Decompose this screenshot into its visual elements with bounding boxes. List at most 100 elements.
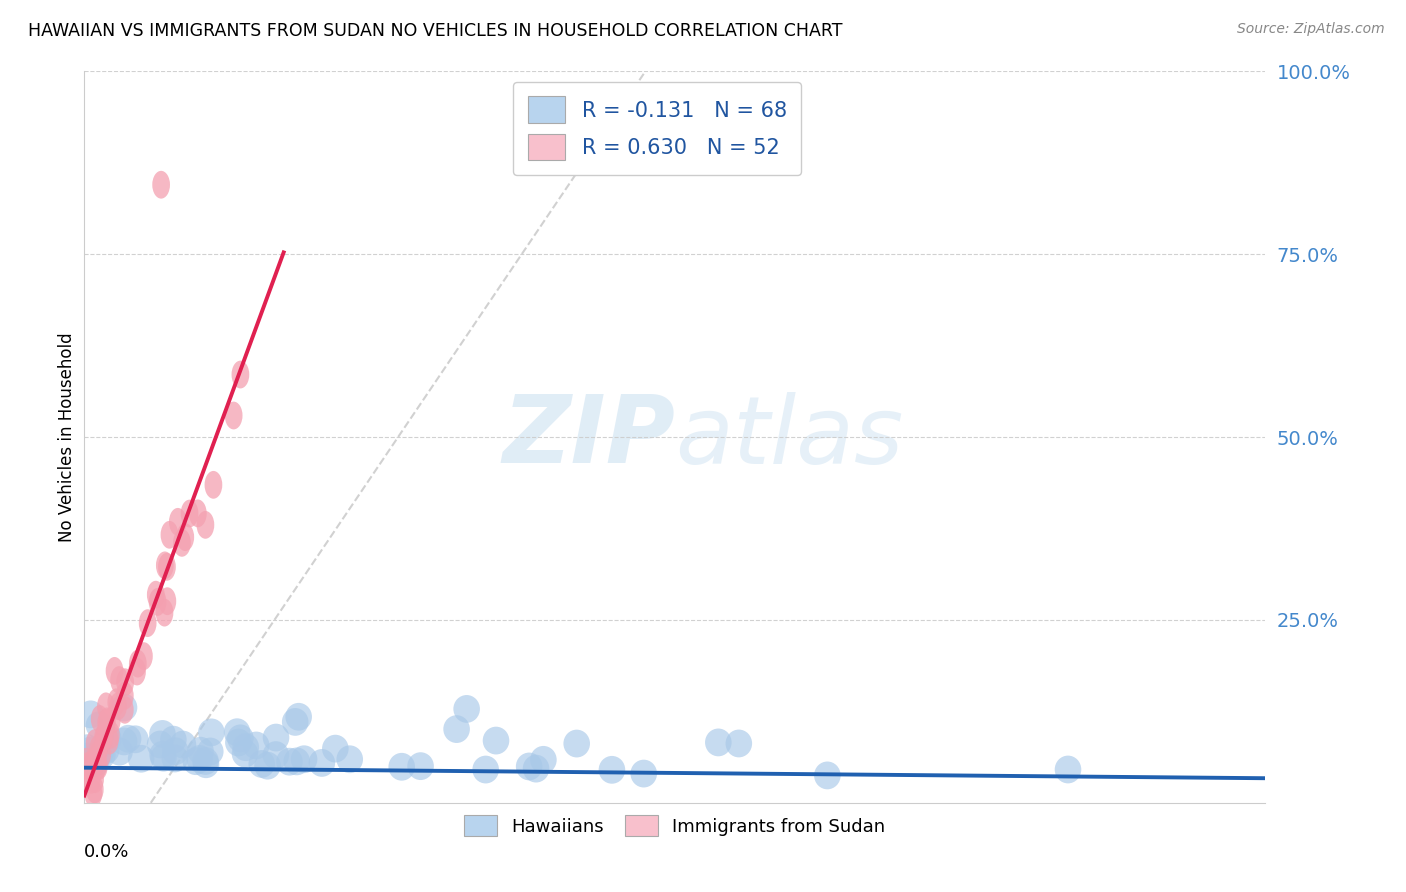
Y-axis label: No Vehicles in Household: No Vehicles in Household: [58, 332, 76, 542]
Ellipse shape: [308, 749, 335, 777]
Ellipse shape: [103, 721, 120, 748]
Ellipse shape: [157, 553, 176, 581]
Ellipse shape: [173, 529, 191, 557]
Ellipse shape: [443, 715, 470, 743]
Ellipse shape: [322, 735, 349, 763]
Ellipse shape: [128, 745, 155, 772]
Ellipse shape: [97, 709, 115, 738]
Ellipse shape: [77, 747, 94, 776]
Ellipse shape: [84, 780, 103, 807]
Ellipse shape: [254, 752, 281, 780]
Ellipse shape: [232, 360, 249, 388]
Ellipse shape: [84, 748, 101, 777]
Ellipse shape: [76, 747, 103, 774]
Ellipse shape: [188, 500, 207, 527]
Ellipse shape: [149, 741, 176, 769]
Ellipse shape: [83, 742, 110, 770]
Ellipse shape: [105, 657, 124, 685]
Ellipse shape: [249, 750, 276, 778]
Ellipse shape: [111, 728, 138, 756]
Ellipse shape: [725, 730, 752, 757]
Ellipse shape: [75, 743, 101, 771]
Ellipse shape: [89, 747, 105, 774]
Ellipse shape: [149, 720, 176, 747]
Ellipse shape: [276, 747, 302, 775]
Ellipse shape: [193, 750, 219, 778]
Ellipse shape: [91, 705, 108, 733]
Ellipse shape: [89, 752, 107, 780]
Ellipse shape: [516, 753, 543, 780]
Ellipse shape: [197, 511, 214, 539]
Ellipse shape: [564, 730, 591, 757]
Ellipse shape: [110, 692, 127, 720]
Ellipse shape: [225, 401, 242, 429]
Ellipse shape: [232, 739, 259, 767]
Ellipse shape: [122, 725, 149, 753]
Ellipse shape: [169, 508, 187, 536]
Ellipse shape: [181, 500, 198, 527]
Ellipse shape: [97, 692, 115, 720]
Ellipse shape: [263, 741, 290, 769]
Ellipse shape: [482, 727, 509, 755]
Ellipse shape: [162, 738, 188, 765]
Ellipse shape: [243, 731, 270, 759]
Ellipse shape: [204, 471, 222, 499]
Ellipse shape: [117, 668, 134, 696]
Ellipse shape: [198, 718, 225, 747]
Text: Source: ZipAtlas.com: Source: ZipAtlas.com: [1237, 22, 1385, 37]
Ellipse shape: [599, 756, 626, 784]
Ellipse shape: [111, 694, 138, 722]
Ellipse shape: [146, 581, 165, 608]
Ellipse shape: [90, 739, 107, 768]
Ellipse shape: [224, 718, 250, 746]
Ellipse shape: [110, 666, 128, 694]
Ellipse shape: [186, 745, 212, 772]
Ellipse shape: [408, 752, 434, 780]
Ellipse shape: [135, 642, 153, 670]
Ellipse shape: [152, 171, 170, 199]
Ellipse shape: [232, 733, 259, 761]
Ellipse shape: [115, 696, 134, 723]
Ellipse shape: [193, 747, 219, 775]
Ellipse shape: [146, 731, 173, 758]
Ellipse shape: [75, 734, 101, 762]
Ellipse shape: [523, 755, 550, 782]
Ellipse shape: [90, 734, 107, 763]
Ellipse shape: [72, 746, 98, 773]
Ellipse shape: [160, 726, 187, 754]
Ellipse shape: [87, 738, 114, 766]
Ellipse shape: [115, 682, 134, 710]
Text: HAWAIIAN VS IMMIGRANTS FROM SUDAN NO VEHICLES IN HOUSEHOLD CORRELATION CHART: HAWAIIAN VS IMMIGRANTS FROM SUDAN NO VEH…: [28, 22, 842, 40]
Text: 0.0%: 0.0%: [84, 843, 129, 861]
Ellipse shape: [86, 730, 104, 757]
Text: ZIP: ZIP: [502, 391, 675, 483]
Ellipse shape: [156, 551, 174, 579]
Ellipse shape: [453, 695, 479, 723]
Ellipse shape: [150, 744, 177, 772]
Ellipse shape: [86, 765, 104, 793]
Ellipse shape: [472, 756, 499, 783]
Ellipse shape: [162, 745, 188, 772]
Ellipse shape: [98, 707, 115, 735]
Ellipse shape: [183, 747, 209, 775]
Ellipse shape: [86, 775, 104, 804]
Ellipse shape: [103, 706, 121, 734]
Ellipse shape: [283, 708, 308, 736]
Ellipse shape: [630, 760, 657, 788]
Ellipse shape: [83, 748, 110, 777]
Ellipse shape: [129, 649, 146, 678]
Ellipse shape: [228, 724, 253, 752]
Ellipse shape: [176, 524, 194, 551]
Ellipse shape: [160, 521, 179, 549]
Ellipse shape: [94, 723, 112, 751]
Ellipse shape: [93, 736, 120, 764]
Ellipse shape: [89, 741, 115, 769]
Ellipse shape: [101, 727, 118, 755]
Text: atlas: atlas: [675, 392, 903, 483]
Ellipse shape: [530, 746, 557, 773]
Ellipse shape: [139, 609, 156, 637]
Ellipse shape: [284, 747, 311, 775]
Ellipse shape: [96, 723, 112, 750]
Ellipse shape: [814, 762, 841, 789]
Ellipse shape: [149, 588, 166, 615]
